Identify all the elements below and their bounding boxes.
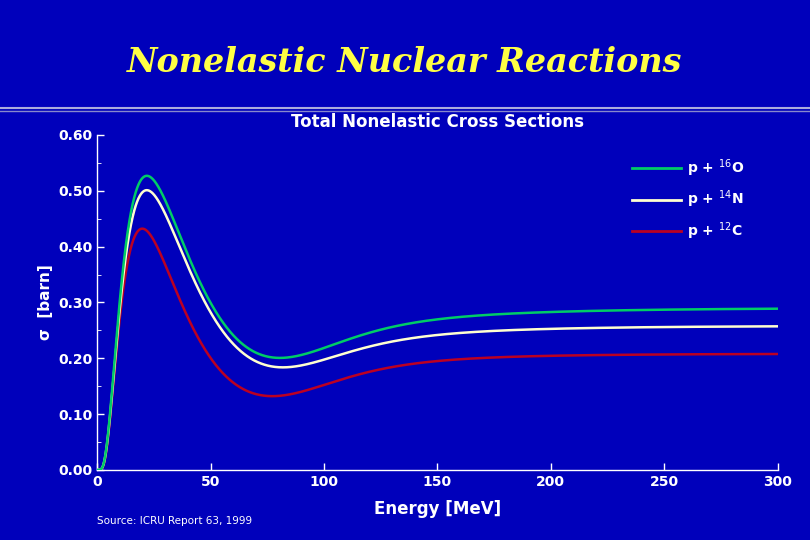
Title: Total Nonelastic Cross Sections: Total Nonelastic Cross Sections (291, 113, 584, 131)
Legend: p + $^{16}$O, p + $^{14}$N, p + $^{12}$C: p + $^{16}$O, p + $^{14}$N, p + $^{12}$C (626, 152, 750, 247)
X-axis label: Energy [MeV]: Energy [MeV] (374, 500, 501, 518)
Y-axis label: σ  [barn]: σ [barn] (37, 265, 53, 340)
Text: Source: ICRU Report 63, 1999: Source: ICRU Report 63, 1999 (97, 516, 253, 526)
Text: Nonelastic Nuclear Reactions: Nonelastic Nuclear Reactions (127, 45, 683, 79)
